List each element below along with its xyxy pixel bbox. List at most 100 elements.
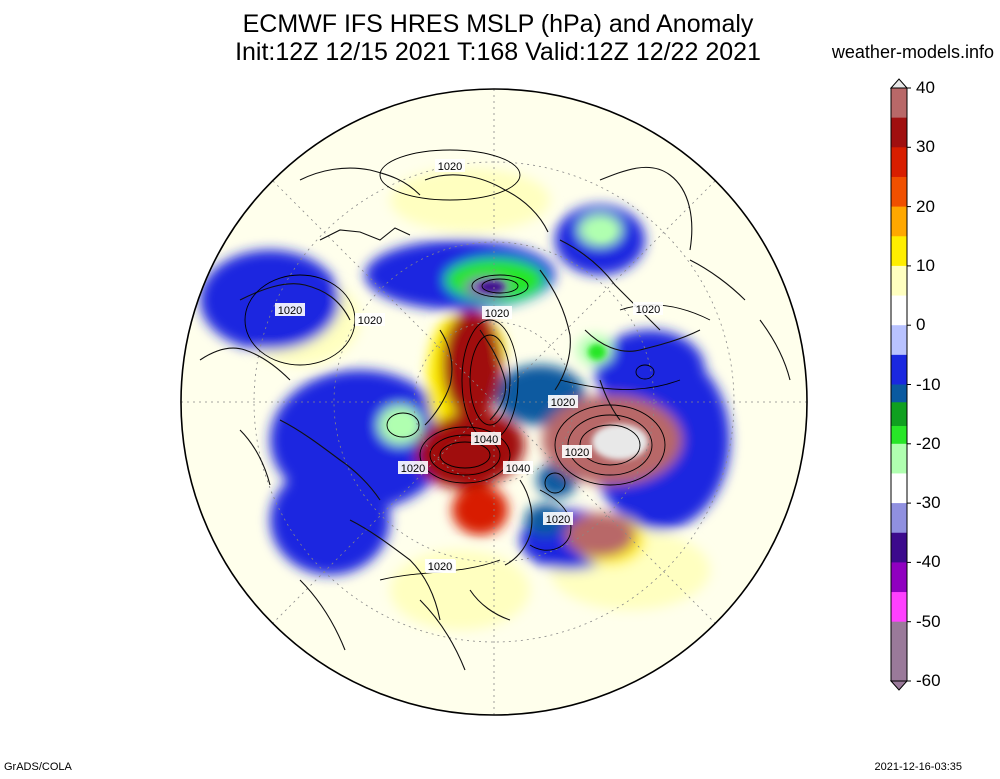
colorbar-segment	[891, 426, 907, 433]
software-credit: GrADS/COLA	[4, 761, 72, 773]
isobar-label: 1020	[633, 302, 663, 316]
colorbar-segment	[891, 663, 907, 670]
colorbar-tick-label: 40	[916, 78, 935, 97]
svg-text:1020: 1020	[551, 397, 575, 409]
svg-text:1040: 1040	[474, 434, 498, 446]
colorbar-segment	[891, 396, 907, 403]
colorbar-segment	[891, 165, 907, 172]
colorbar-segment	[891, 224, 907, 231]
colorbar-segment	[891, 105, 907, 113]
colorbar-tick-label: -20	[916, 433, 941, 453]
colorbar-segment	[891, 603, 907, 611]
colorbar-segment	[891, 307, 907, 314]
colorbar-segment	[891, 420, 907, 427]
colorbar-min-arrow	[889, 680, 909, 691]
colorbar-segment	[891, 230, 907, 237]
svg-text:1020: 1020	[358, 315, 382, 327]
isobar-label: 1040	[471, 432, 501, 446]
colorbar-segment	[891, 497, 907, 504]
colorbar-segment	[891, 538, 907, 546]
colorbar-segment	[891, 171, 907, 178]
svg-text:1020: 1020	[438, 161, 462, 173]
colorbar-segment	[891, 479, 907, 486]
colorbar-segment	[891, 485, 907, 492]
colorbar-segment	[891, 402, 907, 409]
anomaly-core-siberia-high-1	[440, 437, 500, 473]
colorbar-segment	[891, 147, 907, 154]
colorbar-segment	[891, 633, 907, 641]
colorbar-segment	[891, 313, 907, 320]
colorbar-segment	[891, 325, 907, 332]
colorbar-tick-label: -10	[916, 374, 941, 394]
colorbar-segment	[891, 390, 907, 397]
colorbar-segment	[891, 265, 907, 273]
colorbar-segment	[891, 88, 907, 95]
colorbar-tick-label: -60	[916, 671, 941, 690]
colorbar-segment	[891, 580, 907, 587]
colorbar-segment	[891, 331, 907, 338]
svg-text:1020: 1020	[565, 447, 589, 459]
colorbar-segment	[891, 586, 907, 593]
anomaly-core-hudson-bay-low-3	[392, 416, 412, 434]
colorbar-segment	[891, 188, 907, 196]
colorbar-segment	[891, 236, 907, 243]
colorbar-segment	[891, 461, 907, 469]
colorbar-segment	[891, 550, 907, 558]
colorbar-tick-label: 30	[916, 137, 935, 157]
svg-text:1040: 1040	[506, 463, 530, 475]
isobar-label: 1020	[275, 303, 305, 317]
colorbar-tick-label: -50	[916, 611, 941, 631]
colorbar-segment	[891, 348, 907, 356]
colorbar-segment	[891, 443, 907, 451]
colorbar-max-arrow	[889, 78, 909, 89]
colorbar-segment	[891, 176, 907, 184]
colorbar-segment	[891, 467, 907, 475]
colorbar-segment	[891, 657, 907, 664]
colorbar-segment	[891, 437, 907, 445]
colorbar-segment	[891, 360, 907, 368]
colorbar-segment	[891, 384, 907, 392]
colorbar-segment	[891, 354, 907, 362]
colorbar-segment	[891, 455, 907, 463]
colorbar-segment	[891, 514, 907, 522]
colorbar-segment	[891, 609, 907, 617]
svg-text:1020: 1020	[636, 304, 660, 316]
colorbar-segment	[891, 366, 907, 374]
colorbar-segment	[891, 568, 907, 575]
colorbar-tick-label: -30	[916, 493, 941, 513]
colorbar-segment	[891, 520, 907, 528]
colorbar-segment	[891, 319, 907, 326]
colorbar-segment	[891, 651, 907, 658]
anomaly-north-pacific-high-1	[565, 513, 635, 557]
anomaly-core-hudson-bay-low-5	[588, 344, 606, 360]
colorbar-segment	[891, 526, 907, 534]
svg-text:1020: 1020	[546, 514, 570, 526]
colorbar-segment	[891, 544, 907, 552]
colorbar-segment	[891, 574, 907, 581]
colorbar-segment	[891, 621, 907, 629]
colorbar	[889, 78, 911, 691]
colorbar-tick-label: 0	[916, 315, 926, 335]
colorbar-segment	[891, 135, 907, 142]
colorbar-segment	[891, 141, 907, 148]
isobar-label: 1020	[425, 559, 455, 573]
colorbar-segment	[891, 408, 907, 415]
colorbar-segment	[891, 117, 907, 125]
svg-text:1020: 1020	[428, 561, 452, 573]
colorbar-segment	[891, 111, 907, 119]
colorbar-segment	[891, 597, 907, 605]
anomaly-arctic-positive-2	[390, 550, 530, 630]
colorbar-segment	[891, 449, 907, 457]
colorbar-segment	[891, 669, 907, 676]
colorbar-segment	[891, 342, 907, 350]
svg-text:1020: 1020	[278, 305, 302, 317]
colorbar-segment	[891, 271, 907, 279]
colorbar-segment	[891, 153, 907, 160]
colorbar-tick-label: -40	[916, 552, 941, 572]
colorbar-segment	[891, 431, 907, 439]
generated-timestamp: 2021-12-16-03:35	[874, 761, 962, 773]
colorbar-segment	[891, 675, 907, 682]
colorbar-segment	[891, 378, 907, 386]
colorbar-segment	[891, 473, 907, 480]
